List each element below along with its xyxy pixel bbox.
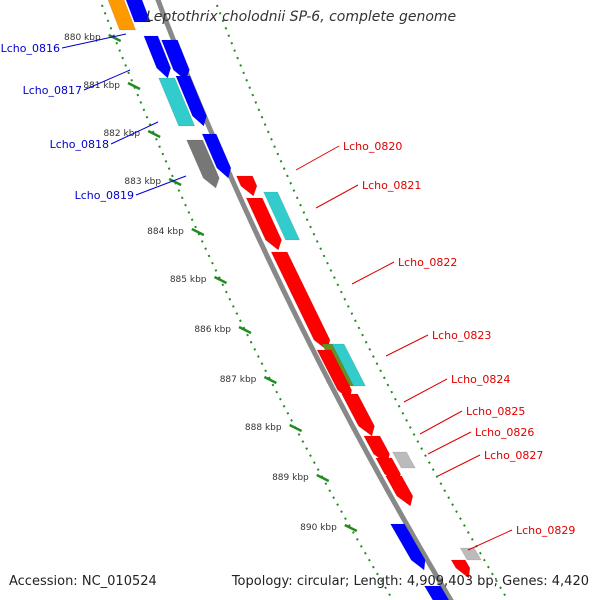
length-label: Length: [353,574,403,589]
leader-line [385,334,429,357]
gene-feature-red [236,175,258,197]
leader-line [467,529,513,551]
gene-feature-blue [125,0,151,23]
gene-label: Lcho_0819 [75,189,134,202]
gene-feature-blue [201,133,232,179]
leader-line [135,175,187,196]
gene-feature-red [450,559,471,579]
tick-mark [263,375,277,385]
accession-label: Accession: [9,574,78,589]
leader-line [427,431,472,455]
leader-line [83,69,131,91]
gene-label: Lcho_0829 [516,524,575,537]
leader-line [61,33,127,49]
tick-label: 883 kbp [124,177,161,187]
outer-dotted-ring [213,0,509,600]
tick-label: 881 kbp [83,81,120,91]
gene-label: Lcho_0822 [398,256,457,269]
tick-label: 889 kbp [272,473,309,483]
accession-info: Accession: NC_010524 [9,574,157,589]
gene-label: Lcho_0825 [466,405,525,418]
tick-mark [168,177,182,187]
leader-line [437,454,481,477]
gene-feature-blue [423,585,450,600]
tick-label: 884 kbp [147,227,184,237]
gene-feature-cyan [331,343,366,387]
tick-mark [147,129,161,139]
gene-label: Lcho_0823 [432,329,491,342]
leader-line [403,378,448,403]
tick-label: 887 kbp [220,375,257,385]
tick-mark [127,81,141,91]
gene-feature-blue [161,39,190,81]
gene-feature-gray [391,451,416,469]
gene-feature-red [385,475,414,507]
gene-feature-orange [107,0,137,31]
gene-label: Lcho_0816 [1,42,60,55]
gene-label: Lcho_0827 [484,449,543,462]
tick-mark [289,423,303,433]
topology-label: Topology: [231,574,293,589]
leader-line [315,184,359,209]
tick-label: 880 kbp [64,33,101,43]
tick-label: 890 kbp [300,523,337,533]
leader-line [295,145,340,171]
genome-summary: Topology: circular; Length: 4,909,403 bp… [231,574,589,589]
genes-value: 4,420 [551,574,589,589]
leader-line [110,121,159,145]
gene-feature-blue [143,35,172,79]
gene-feature-blue [389,523,426,571]
leader-line [351,261,395,285]
tick-mark [191,227,205,237]
tick-mark [238,325,252,335]
gene-feature-gray [186,139,220,189]
tick-mark [316,473,330,483]
gene-feature-gray [459,547,482,561]
tick-label: 886 kbp [194,325,231,335]
genes-label: Genes: [502,574,548,589]
gene-feature-red [245,197,282,251]
gene-feature-blue [175,75,207,127]
gene-feature-cyan [158,77,196,127]
inner-dotted-ring [98,0,394,600]
tick-mark [344,523,358,533]
accession-value: NC_010524 [81,574,157,589]
tick-label: 885 kbp [170,275,207,285]
gene-label: Lcho_0824 [451,373,510,386]
gene-label: Lcho_0826 [475,426,534,439]
leader-line [419,410,463,435]
tick-mark [108,33,122,43]
tick-label: 888 kbp [245,423,282,433]
gene-label: Lcho_0821 [362,179,421,192]
tick-mark [213,275,228,285]
gene-feature-red [270,251,331,351]
gene-label: Lcho_0820 [343,140,402,153]
topology-value: circular [296,574,345,589]
map-title: Leptothrix cholodnii SP-6, complete geno… [146,9,457,25]
gene-feature-red [341,393,375,437]
tick-label: 882 kbp [103,129,140,139]
gene-feature-cyan [263,191,301,241]
gene-label: Lcho_0818 [50,138,109,151]
length-value: 4,909,403 bp [406,574,494,589]
gene-label: Lcho_0817 [23,84,82,97]
